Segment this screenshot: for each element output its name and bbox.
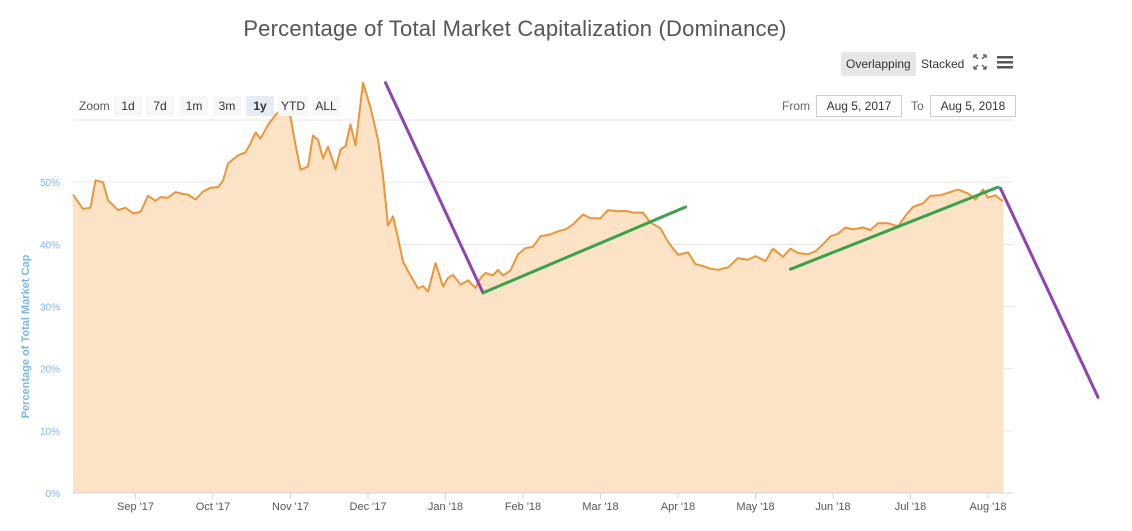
fullscreen-icon[interactable] xyxy=(973,54,987,75)
trendline-purple-3 xyxy=(999,186,1100,399)
trendline-green-2 xyxy=(789,185,1000,271)
x-tick-label: Jun '18 xyxy=(815,501,850,513)
chart-title: Percentage of Total Market Capitalizatio… xyxy=(243,16,787,41)
x-tick-label: Jul '18 xyxy=(895,501,926,513)
x-tick-label: Jan '18 xyxy=(428,501,463,513)
zoom-7d-button[interactable]: 7d xyxy=(146,96,174,116)
series-area xyxy=(73,82,1003,493)
y-tick-label: 10% xyxy=(40,427,60,438)
trendlines xyxy=(384,81,1100,399)
x-tick-label: Sep '17 xyxy=(117,501,154,513)
x-tick-label: Aug '18 xyxy=(970,501,1007,513)
zoom-3m-button[interactable]: 3m xyxy=(213,96,241,116)
trendline-purple-0 xyxy=(384,81,485,295)
x-axis-ticks: Sep '17 Oct '17 Nov '17 Dec '17 Jan '18 Feb '… xyxy=(73,492,1013,513)
zoom-1y-button[interactable]: 1y xyxy=(246,96,274,116)
from-label: From xyxy=(782,99,810,113)
zoom-label: Zoom xyxy=(79,99,110,113)
series-line[interactable] xyxy=(72,81,1004,293)
x-tick-label: Oct '17 xyxy=(196,501,231,513)
stacked-toggle[interactable]: Stacked xyxy=(921,57,965,71)
zoom-ytd-button[interactable]: YTD xyxy=(278,96,308,116)
x-tick-label: Feb '18 xyxy=(505,501,541,513)
y-tick-label: 20% xyxy=(40,365,60,376)
to-date-input[interactable]: Aug 5, 2018 xyxy=(930,95,1016,117)
to-label: To xyxy=(911,99,924,113)
overlapping-toggle[interactable]: Overlapping xyxy=(841,52,916,76)
zoom-1d-button[interactable]: 1d xyxy=(114,96,142,116)
x-tick-label: Nov '17 xyxy=(272,501,309,513)
y-tick-label: 40% xyxy=(40,240,60,251)
menu-icon[interactable] xyxy=(996,54,1014,75)
y-axis-label: Percentage of Total Market Cap xyxy=(20,254,32,418)
zoom-1m-button[interactable]: 1m xyxy=(180,96,208,116)
y-tick-label: 50% xyxy=(40,178,60,189)
trendline-green-1 xyxy=(481,205,687,295)
y-axis-ticks: 0% 10% 20% 30% 40% 50% xyxy=(40,178,60,500)
from-date-input[interactable]: Aug 5, 2017 xyxy=(816,95,902,117)
y-tick-label: 30% xyxy=(40,303,60,314)
x-tick-label: Mar '18 xyxy=(582,501,618,513)
x-tick-label: May '18 xyxy=(736,501,774,513)
x-tick-label: Dec '17 xyxy=(350,501,387,513)
x-tick-label: Apr '18 xyxy=(661,501,696,513)
zoom-all-button[interactable]: ALL xyxy=(312,96,340,116)
y-tick-label: 0% xyxy=(46,489,61,500)
